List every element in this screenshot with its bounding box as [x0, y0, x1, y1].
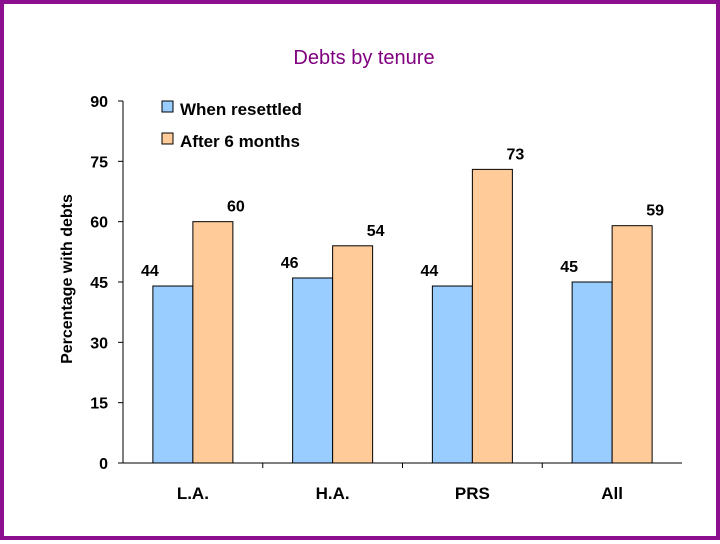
- y-axis-label: Percentage with debts: [59, 194, 76, 364]
- data-label: 60: [227, 199, 245, 216]
- legend: When resettled After 6 months: [161, 100, 302, 151]
- data-label: 46: [281, 255, 299, 272]
- y-tick-label: 75: [90, 154, 108, 171]
- y-tick-label: 0: [99, 456, 108, 473]
- data-label: 44: [141, 263, 159, 280]
- data-label: 59: [646, 203, 664, 220]
- x-category-label: All: [601, 484, 623, 503]
- y-tick-label: 60: [90, 215, 108, 232]
- plot-area: 0 15 30 45 60 75 90 L.A. 44 60 H.A. 46 54 PRS 44 73 All 4…: [90, 94, 682, 503]
- y-tick-label: 90: [90, 94, 108, 111]
- y-tick-label: 15: [90, 396, 108, 413]
- x-category-label: PRS: [455, 484, 490, 503]
- y-tick-label: 30: [90, 335, 108, 352]
- bar-when-resettled: [431, 285, 473, 464]
- bar-when-resettled: [571, 281, 613, 464]
- legend-label: When resettled: [180, 100, 302, 119]
- data-label: 54: [367, 223, 385, 240]
- bar-chart: Debts by tenure Percentage with debts 0 1…: [59, 47, 682, 503]
- x-category-label: L.A.: [177, 484, 209, 503]
- bar-after-6-months: [332, 245, 374, 464]
- legend-swatch: [161, 132, 174, 145]
- bar-after-6-months: [471, 168, 513, 464]
- bar-when-resettled: [152, 285, 194, 464]
- data-label: 73: [506, 146, 524, 163]
- data-label: 45: [560, 259, 578, 276]
- legend-swatch: [161, 100, 174, 113]
- data-label: 44: [420, 263, 438, 280]
- x-category-label: H.A.: [316, 484, 350, 503]
- legend-label: After 6 months: [180, 132, 300, 151]
- chart-title: Debts by tenure: [293, 47, 434, 69]
- bar-when-resettled: [292, 277, 334, 464]
- bar-after-6-months: [192, 221, 234, 464]
- bar-after-6-months: [611, 225, 653, 464]
- y-tick-label: 45: [90, 275, 108, 292]
